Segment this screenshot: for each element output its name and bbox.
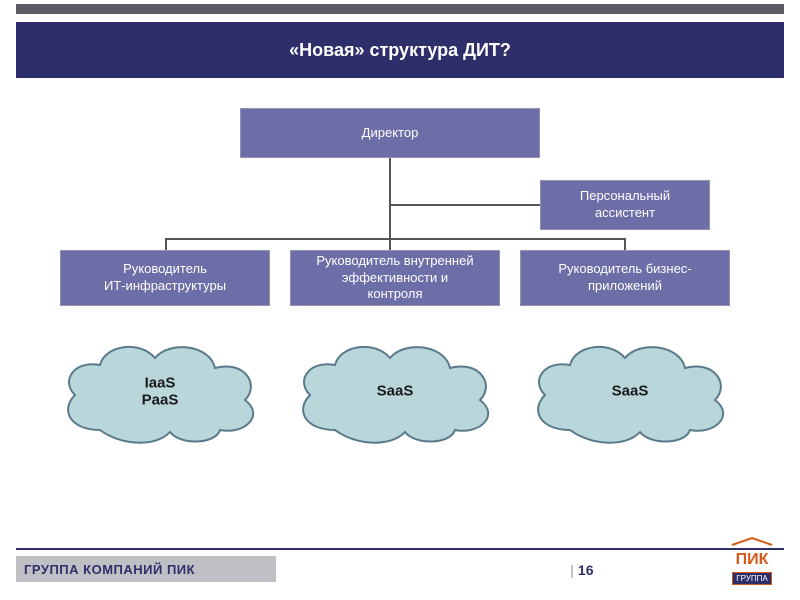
org-box-assistant: Персональный ассистент (540, 180, 710, 230)
org-box-manager-1-label: Руководитель внутренней эффективности и … (316, 253, 473, 304)
top-accent-bar (16, 4, 784, 14)
connector (165, 238, 625, 240)
cloud-label-1: SaaS (377, 382, 414, 399)
org-box-director: Директор (240, 108, 540, 158)
cloud-0: IaaS PaaS (50, 330, 270, 450)
title-banner: «Новая» структура ДИТ? (16, 22, 784, 78)
logo-top-text: ПИК (730, 552, 774, 568)
org-box-assistant-label: Персональный ассистент (580, 188, 670, 222)
connector (390, 204, 540, 206)
connector (389, 158, 391, 240)
org-box-manager-0: Руководитель ИТ-инфраструктуры (60, 250, 270, 306)
cloud-label-2: SaaS (612, 382, 649, 399)
page-number-value: 16 (578, 562, 594, 578)
connector (624, 238, 626, 250)
footer-company-text: ГРУППА КОМПАНИЙ ПИК (24, 562, 195, 577)
logo: ПИК ГРУППА (730, 534, 774, 586)
cloud-label-0: IaaS PaaS (142, 375, 179, 409)
title-text: «Новая» структура ДИТ? (289, 40, 511, 61)
org-box-director-label: Директор (362, 125, 419, 142)
org-box-manager-2: Руководитель бизнес- приложений (520, 250, 730, 306)
logo-roof-icon (730, 536, 774, 546)
cloud-1: SaaS (285, 330, 505, 450)
org-box-manager-2-label: Руководитель бизнес- приложений (558, 261, 691, 295)
page-number: |16 (570, 562, 594, 578)
org-box-manager-0-label: Руководитель ИТ-инфраструктуры (104, 261, 226, 295)
cloud-2: SaaS (520, 330, 740, 450)
connector (389, 238, 391, 250)
footer-divider (16, 548, 784, 550)
connector (165, 238, 167, 250)
org-box-manager-1: Руководитель внутренней эффективности и … (290, 250, 500, 306)
footer-company-bar: ГРУППА КОМПАНИЙ ПИК (16, 556, 276, 582)
logo-bottom-text: ГРУППА (732, 572, 771, 585)
